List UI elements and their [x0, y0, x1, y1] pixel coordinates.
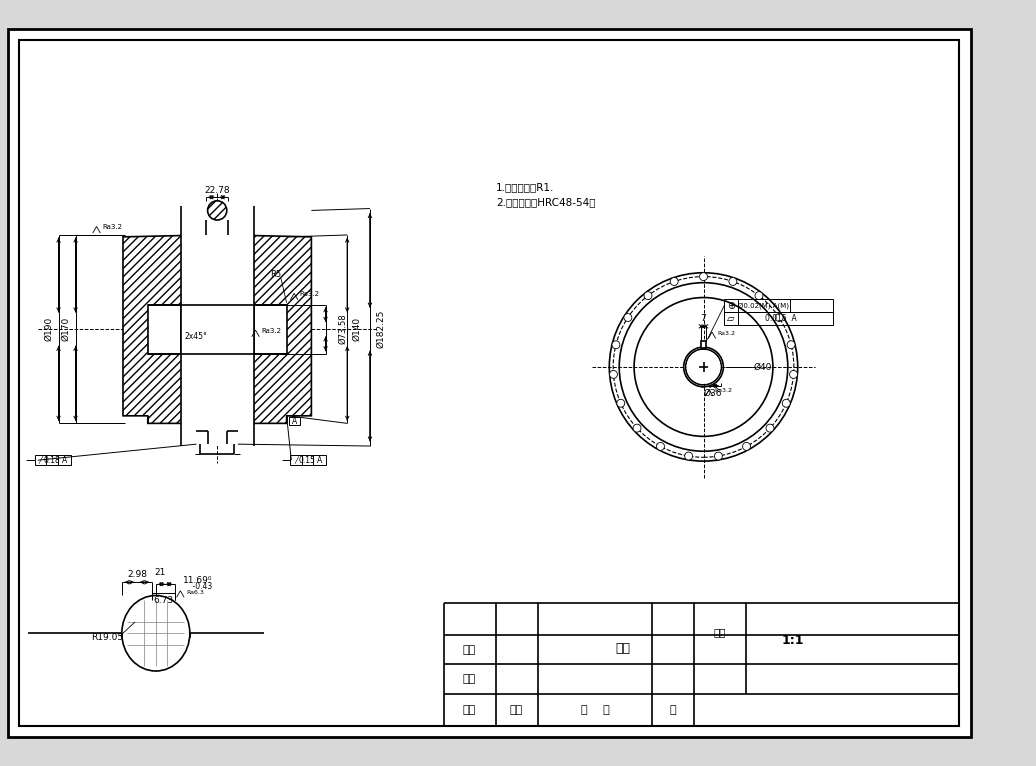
Text: 数量: 数量 [510, 705, 523, 715]
Circle shape [624, 313, 632, 322]
Polygon shape [123, 211, 312, 444]
Bar [180, 208, 254, 446]
Ellipse shape [128, 617, 183, 669]
Text: Ø0.02(M) A(M): Ø0.02(M) A(M) [739, 303, 789, 309]
Circle shape [787, 341, 795, 349]
Circle shape [670, 277, 679, 286]
Text: Ra3.2: Ra3.2 [715, 388, 732, 393]
Text: 链轮: 链轮 [615, 642, 631, 655]
Circle shape [207, 201, 227, 220]
Bar [700, 341, 707, 348]
Circle shape [687, 350, 720, 384]
Circle shape [686, 349, 721, 385]
Text: A: A [291, 417, 296, 426]
Bar [35, 456, 70, 465]
Text: 7: 7 [700, 314, 707, 323]
Text: 0.18: 0.18 [44, 456, 60, 465]
Circle shape [633, 424, 641, 432]
Text: 备: 备 [669, 705, 675, 715]
Circle shape [612, 341, 620, 349]
Text: Ø73.58: Ø73.58 [338, 314, 347, 345]
Text: -0.43: -0.43 [182, 581, 212, 591]
Text: Ø182.25: Ø182.25 [377, 310, 385, 349]
Text: Ø170: Ø170 [61, 317, 70, 342]
Circle shape [766, 424, 774, 432]
Text: A: A [61, 456, 67, 465]
Circle shape [620, 283, 787, 451]
Text: Ra3.2: Ra3.2 [718, 331, 736, 336]
Text: 21: 21 [154, 568, 166, 578]
Text: 比例: 比例 [714, 627, 726, 637]
Text: 审核: 审核 [463, 645, 476, 655]
Text: Ra3.2: Ra3.2 [299, 291, 320, 297]
Circle shape [685, 452, 693, 460]
Text: 11.69⁰: 11.69⁰ [182, 576, 212, 585]
Text: ⊕: ⊕ [727, 300, 735, 310]
Bar [289, 417, 299, 425]
Text: Ra3.2: Ra3.2 [261, 328, 281, 334]
Text: Ra6.3: Ra6.3 [186, 590, 204, 594]
Circle shape [657, 443, 664, 450]
Text: 序号: 序号 [463, 705, 476, 715]
Text: ⏥: ⏥ [727, 314, 735, 324]
Circle shape [609, 371, 617, 378]
Text: 1:1: 1:1 [782, 634, 805, 647]
Text: R5: R5 [269, 270, 281, 279]
Circle shape [729, 277, 737, 286]
Bar [290, 456, 326, 465]
Circle shape [782, 399, 790, 408]
Text: A: A [317, 456, 322, 465]
Ellipse shape [122, 595, 190, 671]
Circle shape [755, 292, 762, 300]
Bar [724, 299, 833, 313]
Polygon shape [254, 305, 287, 354]
Circle shape [644, 292, 652, 300]
Circle shape [634, 297, 773, 437]
Bar [724, 313, 833, 326]
Polygon shape [148, 305, 180, 354]
Circle shape [743, 443, 750, 450]
Text: Ø190: Ø190 [45, 317, 54, 342]
Text: 2.98: 2.98 [127, 570, 147, 579]
Text: ╱: ╱ [294, 456, 298, 464]
Circle shape [609, 273, 798, 461]
Text: 6.73: 6.73 [153, 596, 173, 604]
Text: 2x45°: 2x45° [185, 332, 208, 341]
Circle shape [775, 313, 783, 322]
Circle shape [616, 399, 625, 408]
Text: 1.未注明倒角R1.: 1.未注明倒角R1. [496, 182, 554, 192]
Text: Ø140: Ø140 [352, 317, 362, 341]
Text: 制图: 制图 [463, 675, 476, 685]
Text: 22.78: 22.78 [204, 186, 230, 195]
Text: 0.015  A: 0.015 A [765, 314, 797, 323]
Circle shape [699, 273, 708, 280]
Text: Ø40: Ø40 [754, 362, 772, 372]
Circle shape [715, 452, 722, 460]
Text: ╱: ╱ [38, 456, 42, 464]
Circle shape [789, 371, 798, 378]
Text: 材    料: 材 料 [580, 705, 609, 715]
Text: 2.渗碗后硬度HRC48-54。: 2.渗碗后硬度HRC48-54。 [496, 198, 596, 208]
Text: Ø36: Ø36 [703, 389, 722, 398]
Text: Ra3.2: Ra3.2 [103, 224, 122, 231]
Text: 0.15: 0.15 [299, 456, 316, 465]
Text: R19.05: R19.05 [90, 633, 123, 643]
Circle shape [684, 347, 723, 387]
